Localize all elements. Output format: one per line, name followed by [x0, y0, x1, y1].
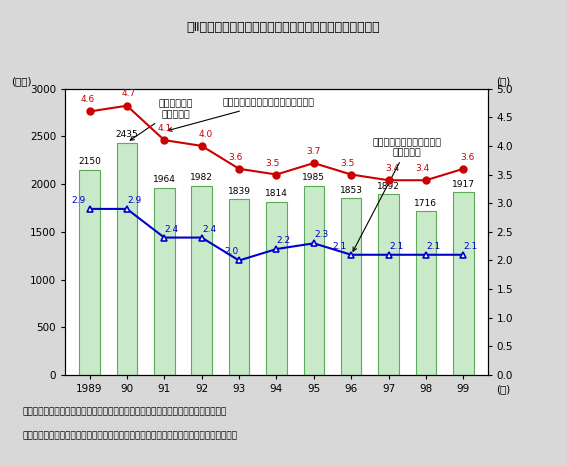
Text: 第Ⅱ－３－１図　住宅取得予定世帯の豊蓄目標残高は減少: 第Ⅱ－３－１図 住宅取得予定世帯の豊蓄目標残高は減少	[187, 21, 380, 34]
Bar	[453, 192, 473, 375]
Text: 1853: 1853	[340, 186, 363, 195]
Text: 2.9: 2.9	[71, 196, 86, 205]
Text: 1982: 1982	[190, 173, 213, 183]
Bar	[229, 199, 249, 375]
Text: 1917: 1917	[452, 180, 475, 189]
Text: 3.7: 3.7	[307, 147, 321, 156]
Bar	[378, 194, 399, 375]
Bar	[416, 211, 436, 375]
Text: 1985: 1985	[302, 173, 325, 182]
Text: 3.5: 3.5	[265, 158, 280, 168]
Bar	[266, 202, 287, 375]
Text: (万円): (万円)	[11, 76, 32, 86]
Bar	[341, 198, 361, 375]
Bar	[117, 143, 137, 375]
Text: 3.6: 3.6	[460, 153, 474, 162]
Text: 2.1: 2.1	[333, 242, 347, 251]
Text: 豊蓄目標残高／豊蓄保有額
（右目盛）: 豊蓄目標残高／豊蓄保有額 （右目盛）	[353, 138, 442, 251]
Text: 3.6: 3.6	[228, 153, 243, 162]
Bar	[192, 186, 212, 375]
Text: 1892: 1892	[377, 182, 400, 191]
Text: (年): (年)	[496, 384, 510, 394]
Text: (倍): (倍)	[496, 76, 510, 86]
Text: 1839: 1839	[227, 187, 251, 196]
Text: 4.6: 4.6	[81, 95, 95, 104]
Text: 豊蓄目標残高／年間所得（右目盛）: 豊蓄目標残高／年間所得（右目盛）	[168, 99, 315, 131]
Text: 2.9: 2.9	[127, 196, 142, 205]
Bar	[79, 170, 100, 375]
Text: 3.4: 3.4	[385, 164, 399, 173]
Text: 2.1: 2.1	[464, 242, 478, 251]
Text: ２．　回答者は、現在持家でなく、これからマイホームを取得予定の世帯。: ２． 回答者は、現在持家でなく、これからマイホームを取得予定の世帯。	[23, 431, 238, 440]
Text: 4.7: 4.7	[122, 89, 136, 98]
Text: 2435: 2435	[116, 130, 138, 139]
Bar	[154, 187, 175, 375]
Text: 2.2: 2.2	[277, 236, 291, 245]
Text: 1964: 1964	[153, 175, 176, 184]
Text: 3.5: 3.5	[340, 158, 354, 168]
Text: 豊蓄目標残高
（左目盛）: 豊蓄目標残高 （左目盛）	[130, 100, 193, 140]
Text: 2.3: 2.3	[314, 230, 328, 239]
Text: 1814: 1814	[265, 190, 288, 199]
Text: 2.0: 2.0	[225, 247, 239, 256]
Text: （備考）　１．　貯蓄広報中央委員会『貯蓄と消費に関する世論調査』により作成。: （備考） １． 貯蓄広報中央委員会『貯蓄と消費に関する世論調査』により作成。	[23, 408, 227, 417]
Text: 2.4: 2.4	[164, 225, 179, 233]
Bar	[303, 185, 324, 375]
Text: 2.1: 2.1	[426, 242, 441, 251]
Text: 2.1: 2.1	[389, 242, 403, 251]
Text: 2.4: 2.4	[202, 225, 216, 233]
Text: 2150: 2150	[78, 158, 101, 166]
Text: 1716: 1716	[414, 199, 437, 208]
Text: 4.0: 4.0	[198, 130, 213, 139]
Text: 4.1: 4.1	[157, 124, 171, 133]
Text: 3.4: 3.4	[415, 164, 429, 173]
